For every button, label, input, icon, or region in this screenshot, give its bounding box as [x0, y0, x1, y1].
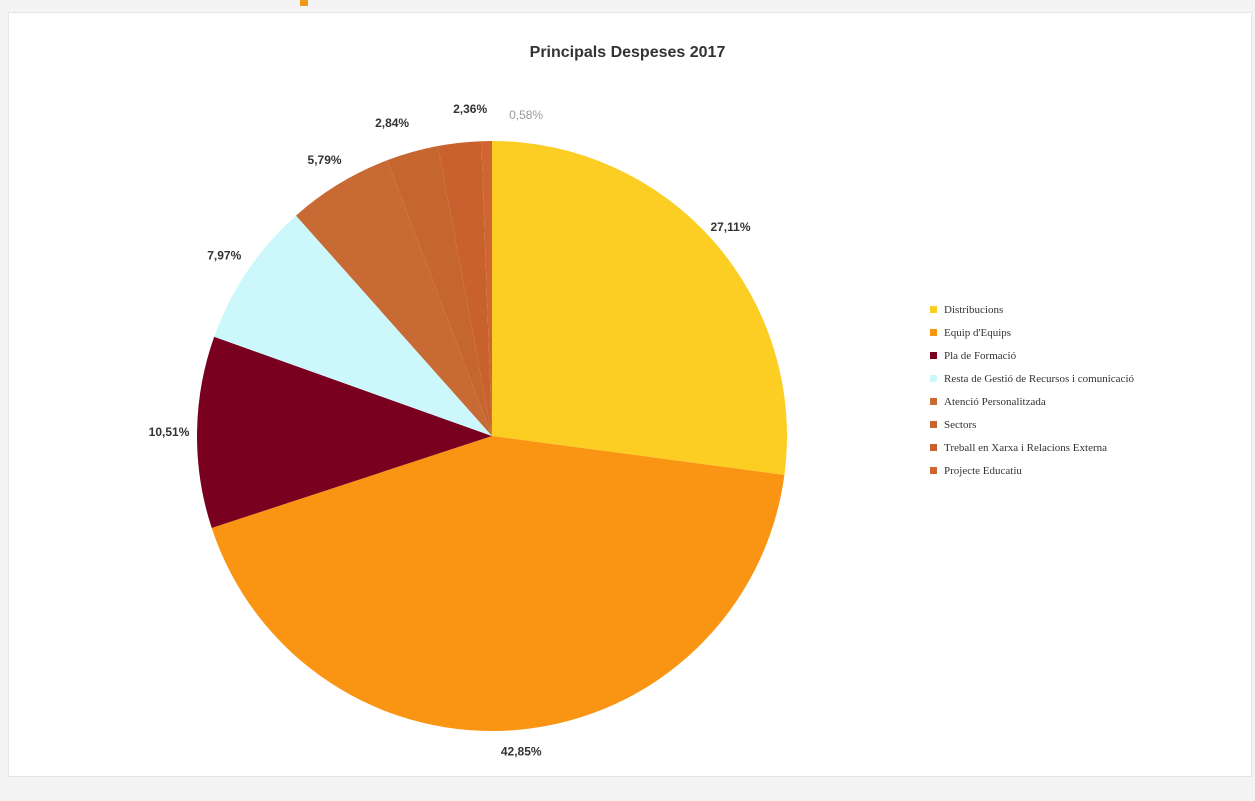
legend-swatch	[930, 467, 937, 474]
legend-item-2[interactable]: Equip d'Equips	[930, 321, 1134, 344]
slice-label-7: 2,36%	[453, 102, 487, 116]
slice-label-4: 7,97%	[207, 248, 241, 262]
slice-label-8: 0,58%	[509, 108, 543, 122]
legend-item-4[interactable]: Resta de Gestió de Recursos i comunicaci…	[930, 367, 1134, 390]
pie-slice-3[interactable]	[196, 336, 492, 528]
pie-slice-5[interactable]	[295, 160, 492, 436]
legend-item-6[interactable]: Sectors	[930, 413, 1134, 436]
legend-swatch	[930, 306, 937, 313]
slice-label-6: 2,84%	[375, 116, 409, 130]
chart-legend: Distribucions Equip d'Equips Pla de Formac…	[930, 298, 1134, 482]
legend-label: Projecte Educatiu	[944, 464, 1022, 477]
legend-item-5[interactable]: Atenció Personalitzada	[930, 390, 1134, 413]
legend-item-8[interactable]: Projecte Educatiu	[930, 459, 1134, 482]
chart-title: Principals Despeses 2017	[529, 44, 726, 61]
legend-label: Sectors	[944, 418, 977, 431]
legend-label: Equip d'Equips	[944, 326, 1012, 339]
pie-slice-2[interactable]	[211, 436, 785, 732]
legend-label: Treball en Xarxa i Relacions Externa	[944, 441, 1108, 454]
pie-slice-7[interactable]	[437, 141, 492, 436]
pie-slice-8[interactable]	[481, 141, 492, 436]
legend-label: Atenció Personalitzada	[944, 395, 1046, 408]
pie-slices	[196, 141, 787, 732]
top-accent-bar	[300, 0, 308, 6]
pie-labels: 27,11% 42,85% 10,51% 7,97% 5,79% 2,84% 2,36% 0,…	[149, 102, 751, 759]
legend-swatch	[930, 375, 937, 382]
slice-label-1: 27,11%	[710, 220, 750, 234]
pie-slice-6[interactable]	[387, 146, 492, 436]
legend-label: Distribucions	[944, 303, 1004, 316]
legend-swatch	[930, 444, 937, 451]
pie-slice-1[interactable]	[492, 141, 787, 475]
legend-item-3[interactable]: Pla de Formació	[930, 344, 1134, 367]
slice-label-5: 5,79%	[308, 153, 342, 167]
pie-slice-4[interactable]	[214, 215, 492, 436]
slice-label-3: 10,51%	[149, 425, 190, 439]
legend-item-7[interactable]: Treball en Xarxa i Relacions Externa	[930, 436, 1134, 459]
slice-label-2: 42,85%	[501, 745, 542, 759]
legend-swatch	[930, 398, 937, 405]
legend-item-1[interactable]: Distribucions	[930, 298, 1134, 321]
legend-swatch	[930, 352, 937, 359]
legend-swatch	[930, 329, 937, 336]
legend-label: Pla de Formació	[944, 349, 1017, 362]
legend-swatch	[930, 421, 937, 428]
legend-label: Resta de Gestió de Recursos i comunicaci…	[944, 372, 1135, 385]
